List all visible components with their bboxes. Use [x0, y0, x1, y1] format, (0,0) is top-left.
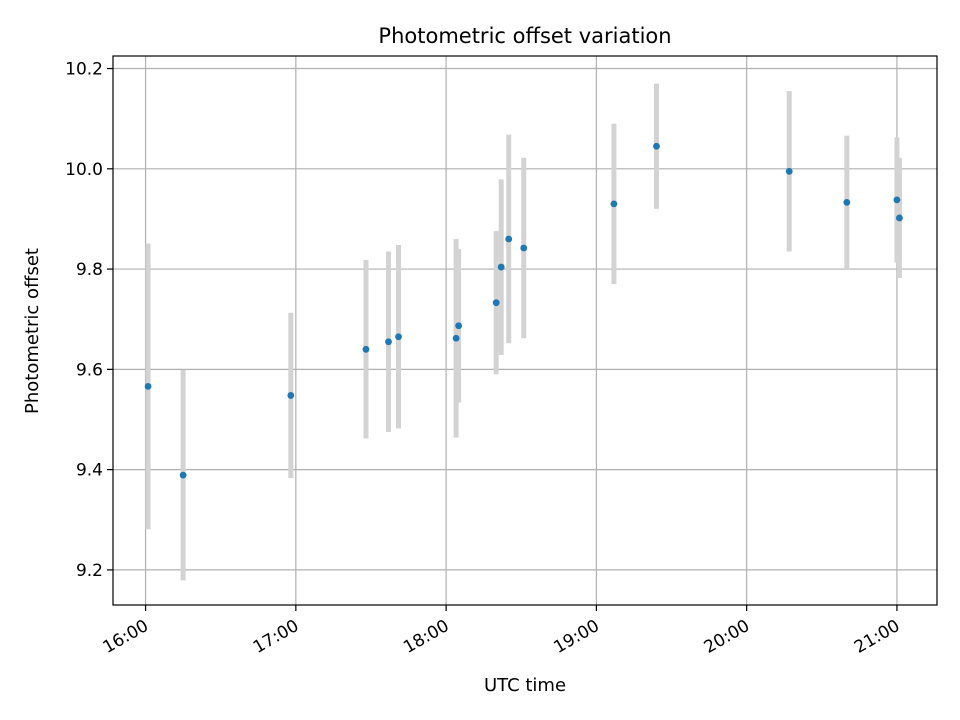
data-point — [455, 322, 463, 330]
y-tick-label: 10.0 — [65, 160, 103, 180]
data-point — [452, 334, 460, 342]
data-point — [287, 392, 295, 399]
data-point — [492, 299, 500, 307]
data-point — [893, 196, 901, 204]
chart-title: Photometric offset variation — [378, 24, 671, 48]
data-point — [843, 199, 851, 206]
data-point — [520, 244, 528, 252]
data-point — [497, 263, 505, 271]
y-tick-label: 9.4 — [76, 461, 103, 481]
data-point — [610, 200, 618, 208]
y-tick-label: 9.8 — [76, 260, 103, 280]
data-point — [362, 345, 370, 353]
y-axis-label: Photometric offset — [22, 248, 43, 414]
x-axis-label: UTC time — [484, 675, 566, 696]
y-tick-label: 10.2 — [65, 60, 103, 80]
y-axis-ticks: 9.2 9.4 9.6 9.8 10.0 10.2 — [65, 60, 113, 581]
y-tick-label: 9.6 — [76, 360, 103, 380]
data-point — [896, 214, 903, 222]
data-points — [144, 142, 903, 479]
data-point — [395, 333, 402, 341]
y-tick-label: 9.2 — [76, 561, 103, 581]
plot-frame — [112, 55, 938, 606]
data-point — [653, 142, 660, 150]
data-point — [385, 338, 392, 346]
data-point — [179, 471, 187, 479]
data-point — [505, 235, 513, 243]
data-point — [785, 167, 793, 175]
data-point — [144, 383, 152, 390]
